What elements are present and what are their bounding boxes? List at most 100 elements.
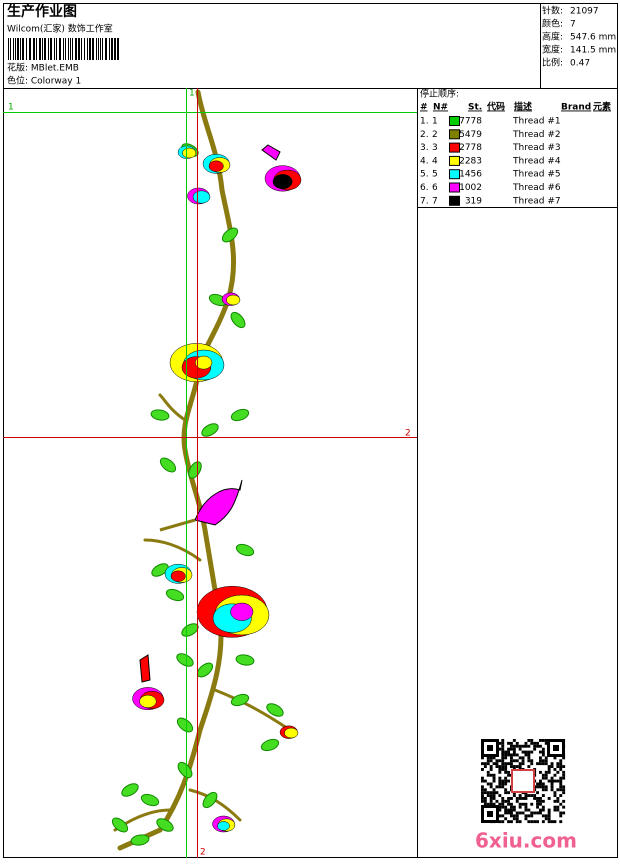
bar	[59, 38, 61, 60]
qr-cell	[518, 820, 522, 824]
qr-cell	[547, 765, 551, 768]
qr-cell	[536, 799, 539, 803]
qr-cell	[498, 776, 502, 780]
flower	[230, 602, 254, 621]
qr-cell	[518, 765, 522, 768]
qr-cell	[562, 791, 566, 795]
qr-cell	[553, 791, 557, 795]
qr-cell	[530, 739, 534, 742]
qr-cell	[539, 756, 542, 760]
swatch	[449, 129, 460, 140]
qr-cell	[521, 811, 525, 815]
qr-code	[480, 738, 566, 824]
code: 5479	[459, 130, 482, 140]
qr-cell	[556, 808, 560, 812]
qr-cell	[518, 744, 522, 748]
bar	[87, 38, 88, 60]
flower	[192, 190, 211, 204]
qr-cell	[507, 811, 510, 815]
leaf	[150, 409, 170, 421]
bar	[44, 38, 46, 60]
qr-cell	[536, 791, 539, 795]
qr-cell	[498, 768, 502, 771]
qr-finder	[487, 811, 493, 817]
qr-cell	[536, 741, 539, 745]
qr-cell	[481, 799, 484, 803]
description: Thread #2	[512, 130, 561, 140]
bar	[92, 38, 94, 60]
stats: 针数: 21097 颜色: 7 高度: 547.6 mm 宽度: 141.5 mm 比例: 0.4…	[542, 5, 616, 69]
qr-cell	[504, 756, 508, 760]
qr-cell	[512, 753, 516, 757]
stop: 1.	[420, 117, 429, 127]
qr-cell	[512, 814, 516, 818]
qr-cell	[498, 805, 502, 809]
qr-cell	[556, 788, 560, 792]
qr-cell	[536, 811, 539, 815]
bar	[84, 38, 85, 60]
qr-cell	[504, 770, 508, 774]
qr-cell	[492, 762, 496, 766]
bar	[8, 38, 9, 60]
qr-cell	[510, 756, 513, 760]
qr-cell	[562, 776, 566, 780]
qr-cell	[547, 811, 551, 815]
qr-cell	[489, 794, 493, 797]
qr-cell	[486, 759, 490, 763]
qr-cell	[559, 811, 563, 815]
leaf	[111, 817, 129, 833]
bar	[22, 38, 24, 60]
qr-cell	[559, 794, 563, 797]
qr-cell	[527, 756, 531, 760]
qr-cell	[495, 759, 499, 763]
qr-cell	[481, 785, 484, 789]
needle: 4	[432, 156, 438, 166]
qr-cell	[498, 759, 502, 763]
bird	[194, 479, 243, 526]
qr-cell	[507, 753, 510, 757]
qr-cell	[501, 762, 505, 766]
swatch	[449, 116, 460, 126]
barcode	[8, 38, 119, 60]
qr-cell	[492, 776, 496, 780]
qr-cell	[533, 811, 537, 815]
qr-logo	[511, 769, 535, 793]
qr-cell	[515, 741, 519, 745]
flower	[194, 355, 213, 370]
qr-cell	[524, 750, 528, 754]
qr-cell	[562, 799, 566, 803]
qr-cell	[550, 765, 554, 768]
qr-cell	[492, 773, 496, 777]
qr-cell	[510, 808, 513, 812]
qr-cell	[544, 756, 548, 760]
swatch	[449, 155, 460, 166]
qr-cell	[521, 759, 525, 763]
qr-cell	[553, 779, 557, 783]
qr-cell	[559, 782, 563, 786]
bar	[100, 38, 101, 60]
qr-cell	[521, 750, 525, 754]
description: Thread #1	[512, 117, 561, 127]
title: 生产作业图	[7, 3, 77, 20]
bar	[13, 38, 14, 60]
swatch	[449, 169, 460, 180]
bar	[114, 38, 116, 60]
qr-cell	[504, 788, 508, 792]
table-header: 元素	[593, 101, 611, 113]
bar	[81, 38, 82, 60]
flower	[226, 294, 241, 306]
leaf	[266, 703, 284, 717]
stop: 5.	[420, 170, 429, 180]
guide-label: 1	[189, 89, 195, 99]
qr-cell	[504, 753, 508, 757]
qr-cell	[507, 762, 510, 766]
qr-cell	[492, 791, 496, 795]
qr-cell	[495, 765, 499, 768]
bar	[72, 38, 73, 60]
qr-cell	[547, 797, 551, 800]
qr-cell	[533, 744, 537, 748]
qr-cell	[515, 811, 519, 815]
bird-tail	[159, 518, 196, 532]
qr-cell	[559, 759, 563, 763]
leaf	[121, 783, 139, 797]
